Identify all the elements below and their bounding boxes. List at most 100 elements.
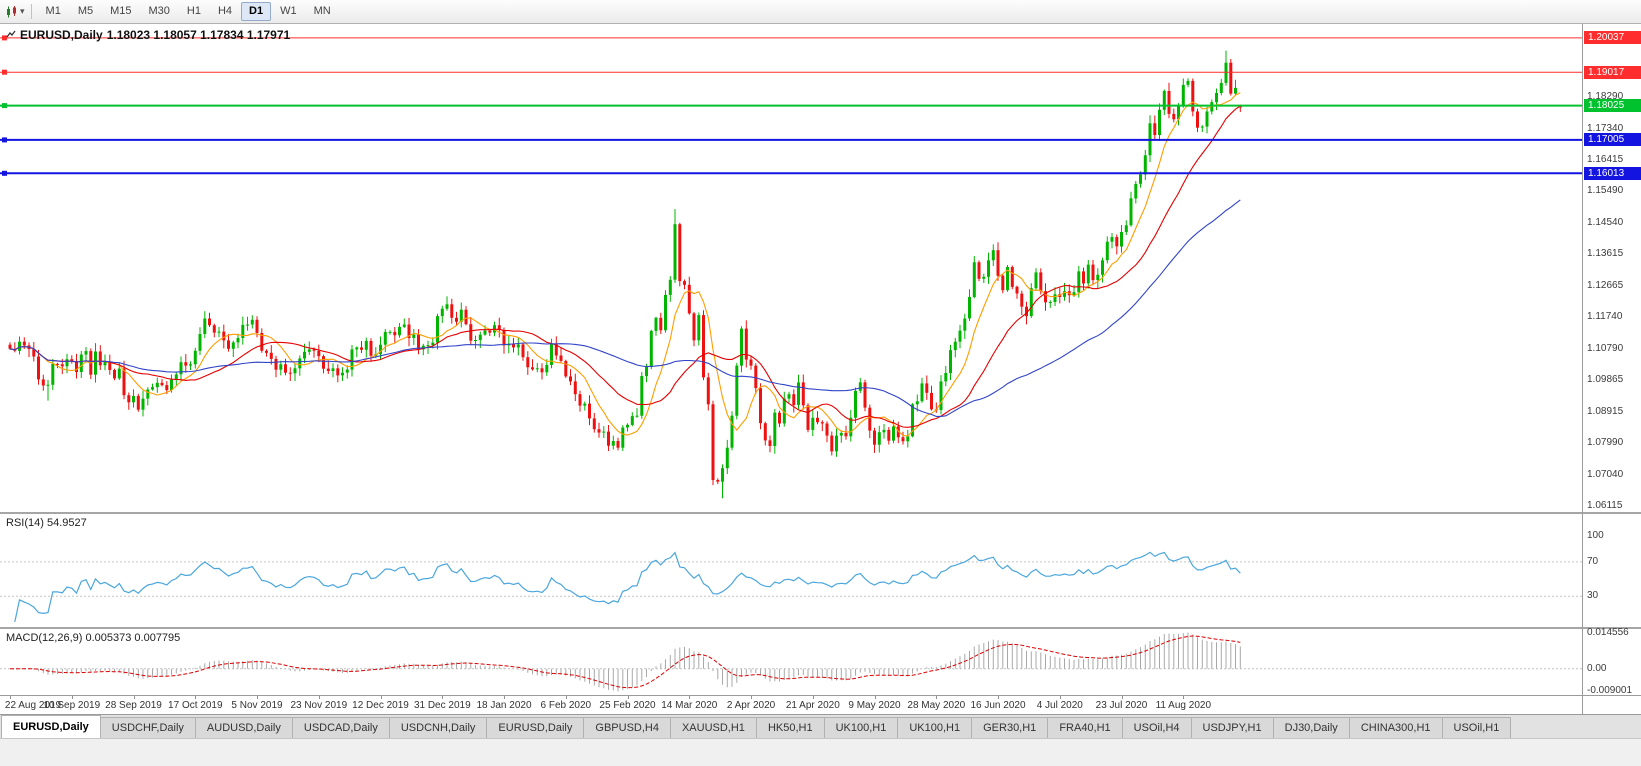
price-tick: 1.17340 [1587,122,1624,134]
macd-level-label: 0.00 [1587,662,1607,674]
chart-tab-usdchf-daily[interactable]: USDCHF,Daily [99,717,196,738]
timeframe-buttons: M1 M5 M15 M30 H1 H4 D1 W1 MN [38,2,339,21]
chart-tab-usdcnh-daily[interactable]: USDCNH,Daily [388,717,488,738]
date-tick [318,696,320,699]
chart-tab-dj30-daily[interactable]: DJ30,Daily [1272,717,1350,738]
price-tick: 1.07040 [1587,469,1624,481]
chart-tab-uk100-h1[interactable]: UK100,H1 [897,717,973,738]
timeframe-button-m5[interactable]: M5 [77,5,94,17]
date-tick [195,696,197,699]
price-tick: 1.06115 [1587,500,1623,512]
chart-tab-china300-h1[interactable]: CHINA300,H1 [1348,717,1443,738]
price-tick: 1.13615 [1587,248,1624,259]
price-chart-panel: EURUSD,Daily 1.18023 1.18057 1.17834 1.1… [0,24,1641,512]
toolbar-separator [30,4,32,19]
candlestick-chart[interactable] [0,24,1582,512]
price-tick: 1.10790 [1587,343,1624,355]
date-tick [133,696,135,699]
date-label: 2 Apr 2020 [726,700,776,711]
chart-tab-hk50-h1[interactable]: HK50,H1 [755,717,825,738]
date-tick [812,696,814,699]
date-label: 10 Sep 2019 [43,700,101,711]
date-label: 5 Nov 2019 [231,700,283,711]
date-label: 17 Oct 2019 [168,700,223,711]
date-label: 31 Dec 2019 [413,700,471,711]
price-line-tag: 1.16013 [1584,166,1641,180]
date-tick [257,696,258,699]
date-tick [1121,696,1123,699]
date-label: 28 Sep 2019 [105,700,162,711]
price-line-tag: 1.17005 [1584,133,1641,147]
price-line-tag: 1.19017 [1584,65,1641,79]
chart-tab-audusd-daily[interactable]: AUDUSD,Daily [194,717,293,738]
rsi-level-label: 70 [1587,555,1599,567]
timeframe-button-m1[interactable]: M1 [45,5,61,17]
date-label: 14 Mar 2020 [661,700,718,711]
date-label: 11 Aug 2020 [1155,700,1212,711]
timeframe-button-m30[interactable]: M30 [148,5,170,17]
price-line-tag: 1.18025 [1584,99,1641,113]
chart-tabs: EURUSD,Daily USDCHF,Daily AUDUSD,Daily USDC… [0,714,1641,738]
chart-tab-ger30-h1[interactable]: GER30,H1 [971,717,1049,738]
toolbar: ▾ M1 M5 M15 M30 H1 H4 D1 W1 MN [0,0,1641,24]
date-tick [1183,696,1185,699]
macd-level-label: -0.009001 [1587,685,1633,697]
date-tick [936,696,938,699]
price-tick: 1.12665 [1587,280,1624,291]
chart-tab-usdjpy-h1[interactable]: USDJPY,H1 [1190,717,1274,738]
date-tick [504,696,505,699]
chart-tab-usoil-h4[interactable]: USOil,H4 [1121,717,1192,738]
timeframe-button-mn[interactable]: MN [313,5,331,17]
date-label: 9 May 2020 [848,700,901,711]
rsi-chart[interactable] [0,514,1582,627]
price-tick: 1.08915 [1587,406,1624,418]
chart-tab-eurusd-daily[interactable]: EURUSD,Daily [1,715,101,738]
timeframe-button-d1[interactable]: D1 [241,2,272,21]
date-label: 23 Jul 2020 [1095,700,1148,711]
chart-tab-fra40-h1[interactable]: FRA40,H1 [1047,717,1123,738]
macd-indicator-panel: MACD(12,26,9) 0.005373 0.007795 [0,627,1641,695]
status-strip [0,738,1641,766]
dropdown-caret-icon[interactable]: ▾ [20,6,25,16]
rsi-indicator-panel: RSI(14) 54.9527 [0,512,1641,627]
date-label: 21 Apr 2020 [785,700,840,711]
price-tick: 1.16415 [1587,153,1624,165]
chart-tab-gbpusd-h4[interactable]: GBPUSD,H4 [583,717,671,738]
date-label: 6 Feb 2020 [540,700,592,711]
timeframe-button-m15[interactable]: M15 [110,5,132,17]
date-label: 4 Jul 2020 [1036,700,1083,711]
charts-menu-icon[interactable] [5,5,19,19]
rsi-level-label: 100 [1587,530,1604,542]
price-tick: 1.07990 [1587,437,1624,449]
macd-level-label: 0.014556 [1587,626,1629,638]
rsi-level-label: 30 [1587,590,1599,602]
price-axis[interactable]: 1.18290 1.17340 1.16415 1.15490 1.14540 1.136… [1582,24,1641,714]
timeframe-button-h4[interactable]: H4 [217,5,233,17]
price-tick: 1.15490 [1587,184,1624,196]
date-tick [998,696,999,699]
date-label: 16 Jun 2020 [970,700,1026,711]
chart-tab-xauusd-h1[interactable]: XAUUSD,H1 [669,717,757,738]
macd-chart[interactable] [0,629,1582,695]
date-label: 22 Aug 2019 [4,700,62,711]
date-tick [442,696,444,699]
price-line-tag: 1.20037 [1584,31,1641,45]
chart-tab-usdcad-daily[interactable]: USDCAD,Daily [291,717,390,738]
chart-tab-uk100-h1[interactable]: UK100,H1 [823,717,899,738]
date-tick [380,696,382,699]
date-label: 23 Nov 2019 [290,700,348,711]
timeframe-button-w1[interactable]: W1 [280,5,297,17]
date-tick [71,696,73,699]
timeframe-button-h1[interactable]: H1 [186,5,201,17]
date-label: 28 May 2020 [907,700,966,711]
time-axis[interactable]: 22 Aug 2019 10 Sep 2019 28 Sep 2019 17 Oct … [0,695,1641,714]
chart-tab-usoil-h1[interactable]: USOil,H1 [1441,717,1512,738]
date-tick [874,696,876,699]
price-tick: 1.11740 [1587,311,1623,323]
date-tick [565,696,567,699]
date-tick [627,696,629,699]
price-tick: 1.14540 [1587,216,1624,228]
date-tick [10,696,11,699]
chart-tab-eurusd-daily[interactable]: EURUSD,Daily [486,717,585,738]
date-label: 25 Feb 2020 [599,700,656,711]
